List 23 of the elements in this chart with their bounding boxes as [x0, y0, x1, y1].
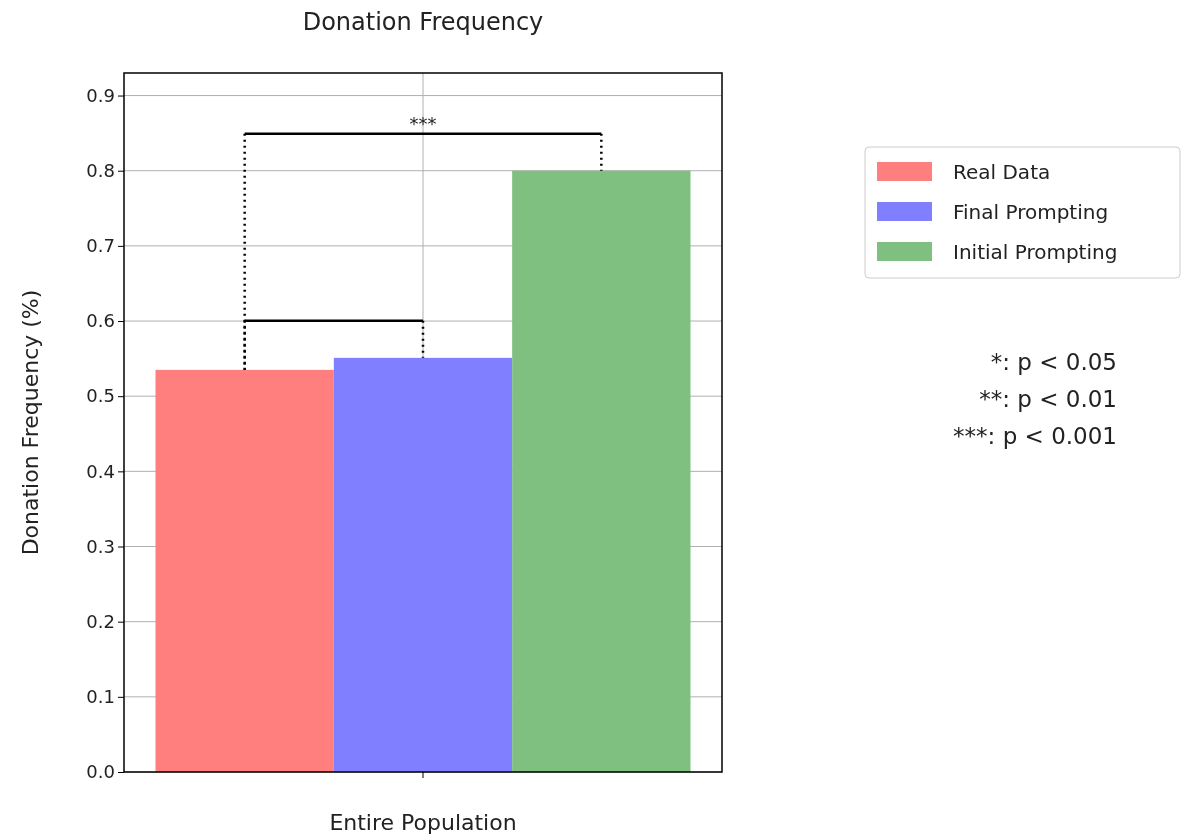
y-tick-label: 0.2	[86, 610, 115, 632]
text: *: p < 0.05	[990, 349, 1117, 375]
y-tick-label: 0.7	[86, 235, 115, 257]
y-tick-label: 0.3	[86, 535, 115, 557]
y-tick-label: 0.5	[86, 385, 115, 407]
y-tick-label: 0.9	[86, 84, 115, 106]
chart-title: Donation Frequency	[302, 8, 544, 36]
y-tick-label: 0.4	[86, 460, 115, 482]
y-tick-label: 0.0	[86, 761, 115, 783]
legend-label: Initial Prompting	[953, 240, 1118, 264]
y-tick-label: 0.6	[86, 310, 115, 332]
y-axis-title: Donation Frequency (%)	[18, 289, 43, 556]
text: ***: p < 0.001	[953, 423, 1117, 449]
x-tick-label: Entire Population	[329, 809, 517, 835]
legend-label: Real Data	[953, 160, 1051, 184]
bar	[512, 170, 691, 772]
y-tick-label: 0.8	[86, 159, 115, 181]
bar	[155, 369, 334, 772]
legend-label: Final Prompting	[953, 200, 1109, 224]
annotation: ***	[409, 112, 437, 134]
bar	[333, 357, 513, 772]
y-tick-label: 0.1	[86, 686, 115, 708]
text: **: p < 0.01	[979, 386, 1117, 412]
